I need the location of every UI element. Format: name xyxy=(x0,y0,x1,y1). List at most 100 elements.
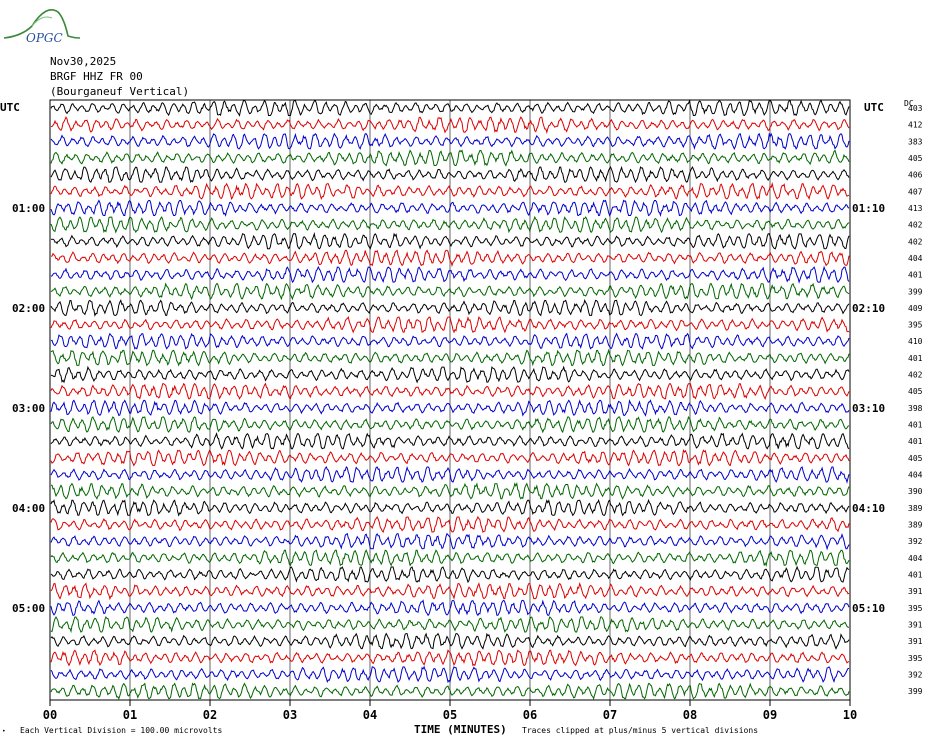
trace-line xyxy=(50,432,850,450)
trace-line xyxy=(50,215,850,234)
hour-label-left: 03:00 xyxy=(12,402,45,415)
x-tick-label: 01 xyxy=(123,708,137,722)
hour-label-right: 01:10 xyxy=(852,202,885,215)
dc-value-label: 405 xyxy=(908,387,923,396)
trace-line xyxy=(50,415,850,434)
trace-line xyxy=(50,599,850,617)
hour-label-right: 05:10 xyxy=(852,602,885,615)
x-tick-label: 06 xyxy=(523,708,537,722)
scale-note: Each Vertical Division = 100.00 microvol… xyxy=(20,726,222,735)
utc-left-label: UTC xyxy=(0,101,20,114)
trace-line xyxy=(50,382,850,400)
footer-mark: • xyxy=(2,728,6,735)
dc-value-label: 395 xyxy=(908,321,923,330)
x-tick-label: 10 xyxy=(843,708,857,722)
trace-line xyxy=(50,532,850,551)
trace-line xyxy=(50,298,850,317)
trace-line xyxy=(50,515,850,534)
trace-line xyxy=(50,448,850,467)
dc-value-label: 399 xyxy=(908,287,923,296)
trace-line xyxy=(50,265,850,284)
dc-value-label: 410 xyxy=(908,337,923,346)
trace-line xyxy=(50,165,850,184)
dc-value-label: 392 xyxy=(908,537,923,546)
dc-value-label: 407 xyxy=(908,187,923,196)
trace-line xyxy=(50,632,850,650)
dc-value-label: 389 xyxy=(908,504,923,513)
trace-line xyxy=(50,498,850,517)
opgc-logo: OPGC xyxy=(3,9,81,45)
dc-value-label: 402 xyxy=(908,237,923,246)
hour-label-left: 02:00 xyxy=(12,302,45,315)
dc-header-label: DC xyxy=(904,99,914,108)
dc-value-label: 401 xyxy=(908,421,923,430)
trace-line xyxy=(51,482,850,500)
logo-text: OPGC xyxy=(26,31,63,45)
date-label: Nov30,2025 xyxy=(50,55,117,68)
dc-value-label: 390 xyxy=(908,487,923,496)
x-tick-label: 00 xyxy=(43,708,57,722)
dc-value-label: 401 xyxy=(908,354,923,363)
x-tick-label: 08 xyxy=(683,708,697,722)
trace-line xyxy=(50,649,850,667)
trace-line xyxy=(50,149,850,167)
x-tick-label: 02 xyxy=(203,708,217,722)
hour-label-right: 03:10 xyxy=(852,402,885,415)
trace-line xyxy=(50,399,850,417)
dc-value-label: 412 xyxy=(908,121,923,130)
dc-value-label: 392 xyxy=(908,670,923,679)
dc-value-label: 404 xyxy=(908,554,923,563)
dc-value-label: 405 xyxy=(908,154,923,163)
trace-line xyxy=(50,99,850,117)
x-tick-label: 03 xyxy=(283,708,297,722)
trace-line xyxy=(50,282,850,301)
dc-value-label: 389 xyxy=(908,521,923,530)
dc-value-label: 409 xyxy=(908,304,923,313)
trace-line xyxy=(50,582,850,601)
hour-label-left: 01:00 xyxy=(12,202,45,215)
trace-line xyxy=(50,348,850,367)
dc-value-label: 395 xyxy=(908,604,923,613)
trace-line xyxy=(50,682,850,701)
utc-right-label: UTC xyxy=(864,101,884,114)
dc-value-label: 402 xyxy=(908,371,923,380)
trace-line xyxy=(50,316,850,334)
trace-line xyxy=(50,249,850,268)
dc-value-label: 401 xyxy=(908,570,923,579)
trace-line xyxy=(50,365,850,384)
x-axis-title: TIME (MINUTES) xyxy=(414,723,507,736)
dc-value-label: 391 xyxy=(908,587,923,596)
dc-value-label: 391 xyxy=(908,620,923,629)
dc-value-label: 401 xyxy=(908,437,923,446)
trace-line xyxy=(50,549,850,567)
trace-line xyxy=(50,231,850,251)
dc-value-label: 391 xyxy=(908,637,923,646)
hour-label-right: 04:10 xyxy=(852,502,885,515)
trace-line xyxy=(50,132,850,151)
dc-value-label: 398 xyxy=(908,404,923,413)
trace-line xyxy=(50,332,850,350)
hour-label-left: 05:00 xyxy=(12,602,45,615)
x-tick-label: 09 xyxy=(763,708,777,722)
clip-note: Traces clipped at plus/minus 5 vertical … xyxy=(522,726,758,735)
dc-value-label: 405 xyxy=(908,454,923,463)
dc-value-label: 413 xyxy=(908,204,923,213)
dc-value-label: 406 xyxy=(908,171,923,180)
trace-line xyxy=(50,181,850,201)
location-label: (Bourganeuf Vertical) xyxy=(50,85,190,98)
trace-line xyxy=(50,465,850,484)
trace-line xyxy=(50,565,850,584)
dc-value-label: 402 xyxy=(908,221,923,230)
dc-value-label: 399 xyxy=(908,687,923,696)
x-tick-label: 04 xyxy=(363,708,377,722)
dc-value-label: 401 xyxy=(908,271,923,280)
hour-label-left: 04:00 xyxy=(12,502,45,515)
trace-line xyxy=(50,199,850,217)
x-tick-label: 07 xyxy=(603,708,617,722)
dc-value-label: 404 xyxy=(908,254,923,263)
dc-value-label: 383 xyxy=(908,137,923,146)
trace-line xyxy=(50,615,849,634)
dc-value-label: 403 xyxy=(908,104,923,113)
trace-line xyxy=(50,665,850,684)
